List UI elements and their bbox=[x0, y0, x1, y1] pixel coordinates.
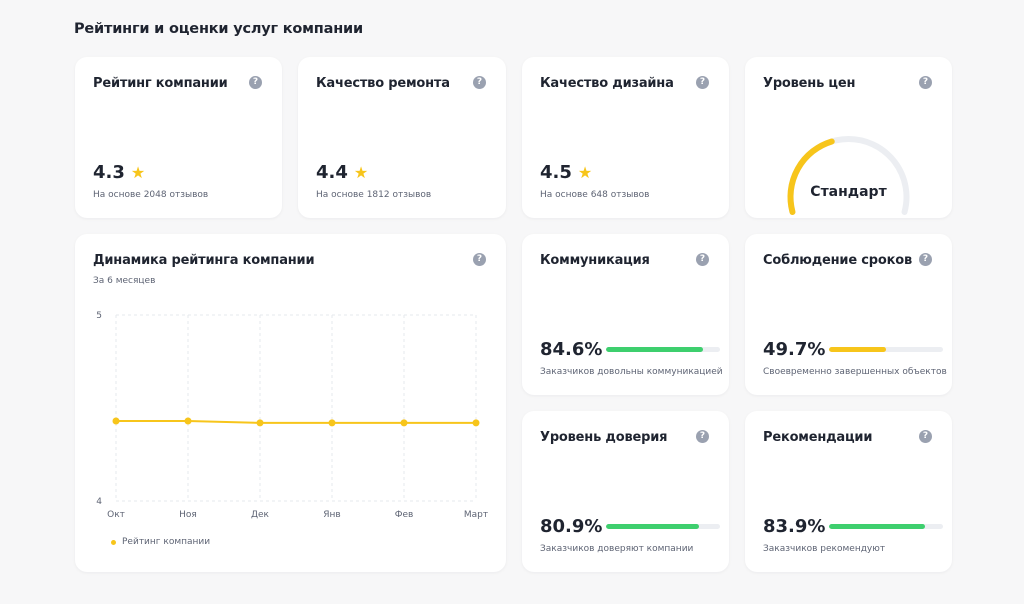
card-title: Качество дизайна bbox=[540, 76, 674, 91]
card-title: Рейтинг компании bbox=[93, 76, 228, 91]
card-title: Уровень цен bbox=[763, 76, 856, 91]
rating-number: 4.3 bbox=[93, 162, 125, 183]
data-point bbox=[184, 417, 192, 425]
progress-fill bbox=[829, 347, 887, 352]
progress-fill bbox=[606, 524, 699, 529]
legend-marker bbox=[111, 539, 116, 545]
legend-label: Рейтинг компании bbox=[122, 537, 211, 547]
y-tick-label: 5 bbox=[96, 311, 102, 321]
help-icon[interactable]: ? bbox=[696, 430, 709, 443]
metric-note: Своевременно завершенных объектов bbox=[763, 367, 947, 377]
chart-legend: Рейтинг компании bbox=[111, 537, 210, 547]
metric-row: 84.6% bbox=[540, 339, 721, 360]
star-icon: ★ bbox=[353, 162, 369, 182]
x-tick-label: Фев bbox=[395, 510, 414, 520]
metric-value: 80.9% bbox=[540, 516, 603, 537]
y-tick-label: 4 bbox=[96, 497, 102, 507]
rating-note: На основе 2048 отзывов bbox=[93, 190, 209, 200]
rating-number: 4.4 bbox=[316, 162, 348, 183]
data-point bbox=[256, 419, 264, 427]
rating-value: 4.5 ★ bbox=[540, 162, 592, 183]
price-level-label: Стандарт bbox=[810, 184, 887, 200]
rating-value: 4.3 ★ bbox=[93, 162, 145, 183]
metric-note: Заказчиков довольны коммуникацией bbox=[540, 367, 723, 377]
card-title: Коммуникация bbox=[540, 253, 650, 268]
progress-fill bbox=[829, 524, 926, 529]
rating-note: На основе 648 отзывов bbox=[540, 190, 650, 200]
progress-bar bbox=[606, 347, 721, 352]
x-tick-label: Дек bbox=[251, 510, 270, 520]
help-icon[interactable]: ? bbox=[696, 76, 709, 89]
star-icon: ★ bbox=[577, 162, 593, 182]
x-tick-label: Ноя bbox=[179, 510, 197, 520]
help-icon[interactable]: ? bbox=[919, 253, 932, 266]
gauge-track bbox=[787, 136, 910, 216]
rating-dynamics-card: Динамика рейтинга компании ? За 6 месяце… bbox=[75, 234, 506, 572]
rating-value: 4.4 ★ bbox=[316, 162, 368, 183]
data-point bbox=[112, 417, 120, 425]
metric-card-deadlines: Соблюдение сроков ? 49.7% Своевременно з… bbox=[745, 234, 952, 395]
metric-note: Заказчиков доверяют компании bbox=[540, 544, 694, 554]
metric-card-communication: Коммуникация ? 84.6% Заказчиков довольны… bbox=[522, 234, 729, 395]
help-icon[interactable]: ? bbox=[473, 76, 486, 89]
card-title: Соблюдение сроков bbox=[763, 253, 912, 268]
card-title: Качество ремонта bbox=[316, 76, 450, 91]
metric-card-trust: Уровень доверия ? 80.9% Заказчиков довер… bbox=[522, 411, 729, 572]
progress-bar bbox=[606, 524, 721, 529]
metric-note: Заказчиков рекомендуют bbox=[763, 544, 886, 554]
x-tick-label: Янв bbox=[323, 510, 340, 520]
help-icon[interactable]: ? bbox=[919, 76, 932, 89]
price-gauge bbox=[787, 136, 910, 216]
metric-value: 49.7% bbox=[763, 339, 826, 360]
rating-card-company: Рейтинг компании ? 4.3 ★ На основе 2048 … bbox=[75, 57, 282, 218]
card-title: Рекомендации bbox=[763, 430, 873, 445]
chart-subtitle: За 6 месяцев bbox=[93, 276, 156, 286]
page-title: Рейтинги и оценки услуг компании bbox=[74, 21, 363, 37]
rating-number: 4.5 bbox=[540, 162, 572, 183]
rating-card-design: Качество дизайна ? 4.5 ★ На основе 648 о… bbox=[522, 57, 729, 218]
chart-title: Динамика рейтинга компании bbox=[93, 253, 315, 268]
rating-card-repair: Качество ремонта ? 4.4 ★ На основе 1812 … bbox=[298, 57, 506, 218]
metric-row: 80.9% bbox=[540, 516, 721, 537]
card-title: Уровень доверия bbox=[540, 430, 668, 445]
series-line bbox=[116, 420, 476, 424]
gauge-fill bbox=[787, 138, 835, 216]
progress-bar bbox=[829, 524, 944, 529]
data-point bbox=[328, 419, 336, 427]
help-icon[interactable]: ? bbox=[473, 253, 486, 266]
x-tick-label: Март bbox=[464, 510, 488, 520]
price-level-card: Уровень цен ? Стандарт bbox=[745, 57, 952, 218]
progress-bar bbox=[829, 347, 944, 352]
rating-note: На основе 1812 отзывов bbox=[316, 190, 432, 200]
metric-card-recommendations: Рекомендации ? 83.9% Заказчиков рекоменд… bbox=[745, 411, 952, 572]
data-point bbox=[400, 419, 408, 427]
progress-fill bbox=[606, 347, 703, 352]
star-icon: ★ bbox=[130, 162, 146, 182]
help-icon[interactable]: ? bbox=[249, 76, 262, 89]
metric-row: 83.9% bbox=[763, 516, 944, 537]
data-point bbox=[472, 419, 480, 427]
metric-value: 83.9% bbox=[763, 516, 826, 537]
x-tick-label: Окт bbox=[107, 510, 125, 520]
metric-value: 84.6% bbox=[540, 339, 603, 360]
help-icon[interactable]: ? bbox=[696, 253, 709, 266]
help-icon[interactable]: ? bbox=[919, 430, 932, 443]
rating-line-chart: 5 4 Окт Ноя Дек Янв Фев Март bbox=[96, 311, 488, 520]
metric-row: 49.7% bbox=[763, 339, 944, 360]
